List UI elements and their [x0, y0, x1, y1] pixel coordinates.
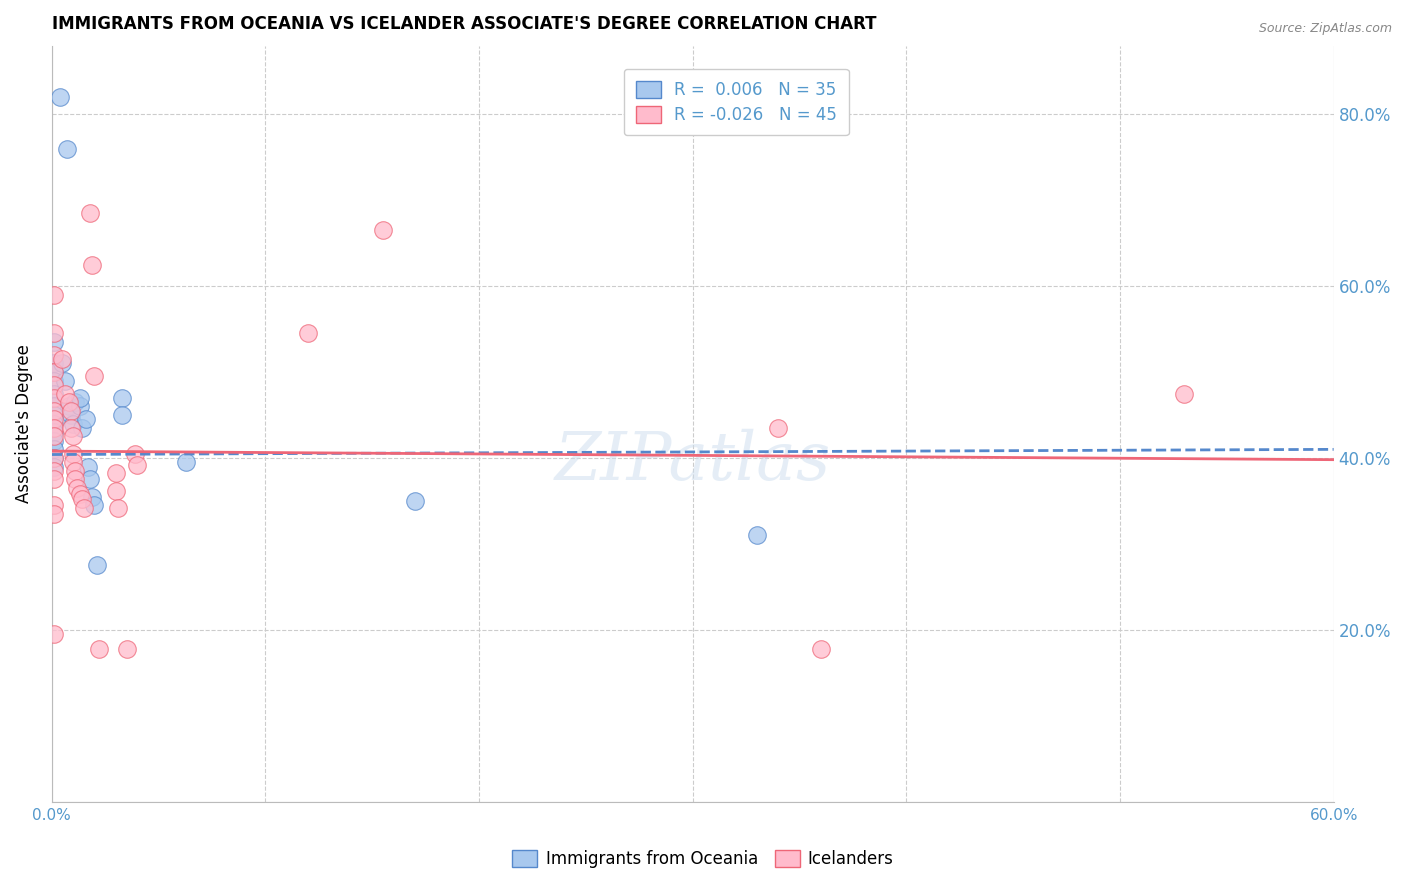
Point: [42, 498, 65, 512]
Point: [176, 455, 198, 469]
Point: [42, 326, 65, 341]
Point: [42, 412, 65, 426]
Point: [83, 369, 105, 384]
Point: [124, 447, 146, 461]
Point: [42, 365, 65, 379]
Point: [104, 467, 127, 481]
Point: [42, 356, 65, 370]
Point: [87, 641, 110, 656]
Point: [59, 403, 82, 417]
Point: [62, 417, 84, 431]
Legend: Immigrants from Oceania, Icelanders: Immigrants from Oceania, Icelanders: [506, 843, 900, 875]
Point: [58, 400, 80, 414]
Point: [371, 223, 394, 237]
Point: [62, 429, 84, 443]
Point: [62, 447, 84, 461]
Point: [42, 365, 65, 379]
Point: [42, 429, 65, 443]
Point: [77, 459, 100, 474]
Point: [297, 326, 319, 341]
Point: [79, 206, 101, 220]
Point: [42, 450, 65, 465]
Point: [42, 374, 65, 388]
Text: ZIPatlas: ZIPatlas: [554, 429, 831, 494]
Point: [82, 490, 104, 504]
Point: [69, 400, 91, 414]
Point: [51, 352, 73, 367]
Point: [42, 464, 65, 478]
Point: [70, 421, 93, 435]
Point: [745, 528, 768, 542]
Point: [42, 442, 65, 457]
Point: [65, 472, 87, 486]
Point: [42, 507, 65, 521]
Point: [42, 408, 65, 422]
Point: [42, 386, 65, 401]
Point: [42, 348, 65, 362]
Point: [810, 641, 832, 656]
Point: [42, 417, 65, 431]
Point: [55, 142, 77, 156]
Point: [73, 500, 96, 515]
Point: [70, 492, 93, 507]
Point: [69, 391, 91, 405]
Point: [86, 558, 108, 573]
Point: [404, 494, 426, 508]
Legend: R =  0.006   N = 35, R = -0.026   N = 45: R = 0.006 N = 35, R = -0.026 N = 45: [624, 69, 849, 136]
Point: [59, 421, 82, 435]
Point: [1173, 386, 1195, 401]
Point: [42, 472, 65, 486]
Point: [127, 458, 149, 472]
Point: [62, 455, 84, 469]
Point: [42, 378, 65, 392]
Point: [53, 374, 76, 388]
Point: [42, 403, 65, 417]
Point: [66, 481, 89, 495]
Point: [107, 500, 129, 515]
Point: [42, 434, 65, 448]
Point: [42, 450, 65, 465]
Point: [766, 421, 789, 435]
Point: [83, 498, 105, 512]
Y-axis label: Associate's Degree: Associate's Degree: [15, 344, 32, 503]
Point: [104, 483, 127, 498]
Point: [69, 487, 91, 501]
Point: [42, 391, 65, 405]
Point: [65, 395, 87, 409]
Point: [79, 472, 101, 486]
Point: [82, 258, 104, 272]
Point: [42, 425, 65, 440]
Point: [58, 395, 80, 409]
Point: [111, 391, 134, 405]
Text: IMMIGRANTS FROM OCEANIA VS ICELANDER ASSOCIATE'S DEGREE CORRELATION CHART: IMMIGRANTS FROM OCEANIA VS ICELANDER ASS…: [52, 15, 876, 33]
Point: [42, 627, 65, 641]
Point: [42, 334, 65, 349]
Point: [111, 408, 134, 422]
Point: [42, 459, 65, 474]
Text: Source: ZipAtlas.com: Source: ZipAtlas.com: [1258, 22, 1392, 36]
Point: [49, 90, 72, 104]
Point: [51, 356, 73, 370]
Point: [42, 287, 65, 301]
Point: [115, 641, 138, 656]
Point: [65, 464, 87, 478]
Point: [75, 412, 97, 426]
Point: [53, 386, 76, 401]
Point: [59, 408, 82, 422]
Point: [42, 400, 65, 414]
Point: [42, 421, 65, 435]
